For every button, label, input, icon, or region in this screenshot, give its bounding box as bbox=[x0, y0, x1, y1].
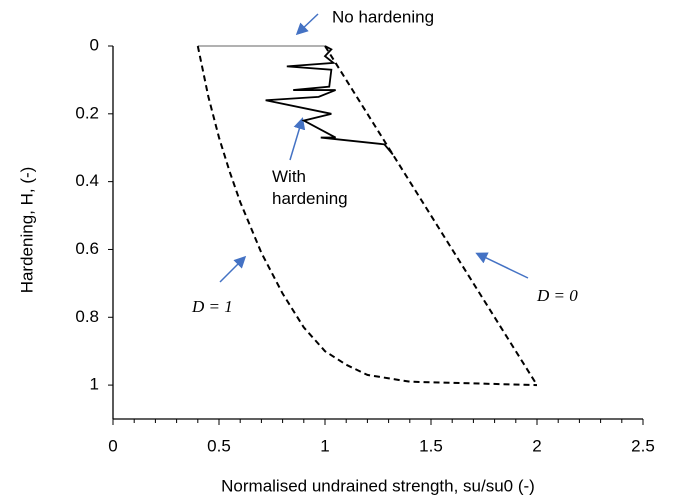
x-tick-label: 2.5 bbox=[631, 436, 655, 455]
x-tick-label: 1 bbox=[320, 436, 329, 455]
annotation: No hardening bbox=[332, 7, 434, 26]
y-tick-label: 0.2 bbox=[75, 103, 99, 122]
series-line bbox=[265, 45, 394, 156]
annotation: D = 1 bbox=[191, 297, 233, 316]
annotation: With hardening bbox=[272, 167, 348, 208]
y-axis-label: Hardening, H, (-) bbox=[17, 167, 36, 294]
x-tick-label: 1.5 bbox=[419, 436, 443, 455]
y-tick-label: 0.8 bbox=[75, 307, 99, 326]
x-axis-label: Normalised undrained strength, su/su0 (-… bbox=[221, 476, 535, 495]
x-tick-label: 2 bbox=[532, 436, 541, 455]
annotation: D = 0 bbox=[536, 286, 578, 305]
y-tick-label: 0.6 bbox=[75, 239, 99, 258]
y-tick-label: 0 bbox=[90, 35, 99, 54]
x-tick-label: 0 bbox=[108, 436, 117, 455]
series-line bbox=[324, 45, 538, 386]
y-tick-label: 1 bbox=[90, 375, 99, 394]
annotation-arrows bbox=[219, 13, 529, 283]
series-line bbox=[196, 45, 538, 387]
y-tick-label: 0.4 bbox=[75, 171, 99, 190]
x-tick-label: 0.5 bbox=[207, 436, 231, 455]
